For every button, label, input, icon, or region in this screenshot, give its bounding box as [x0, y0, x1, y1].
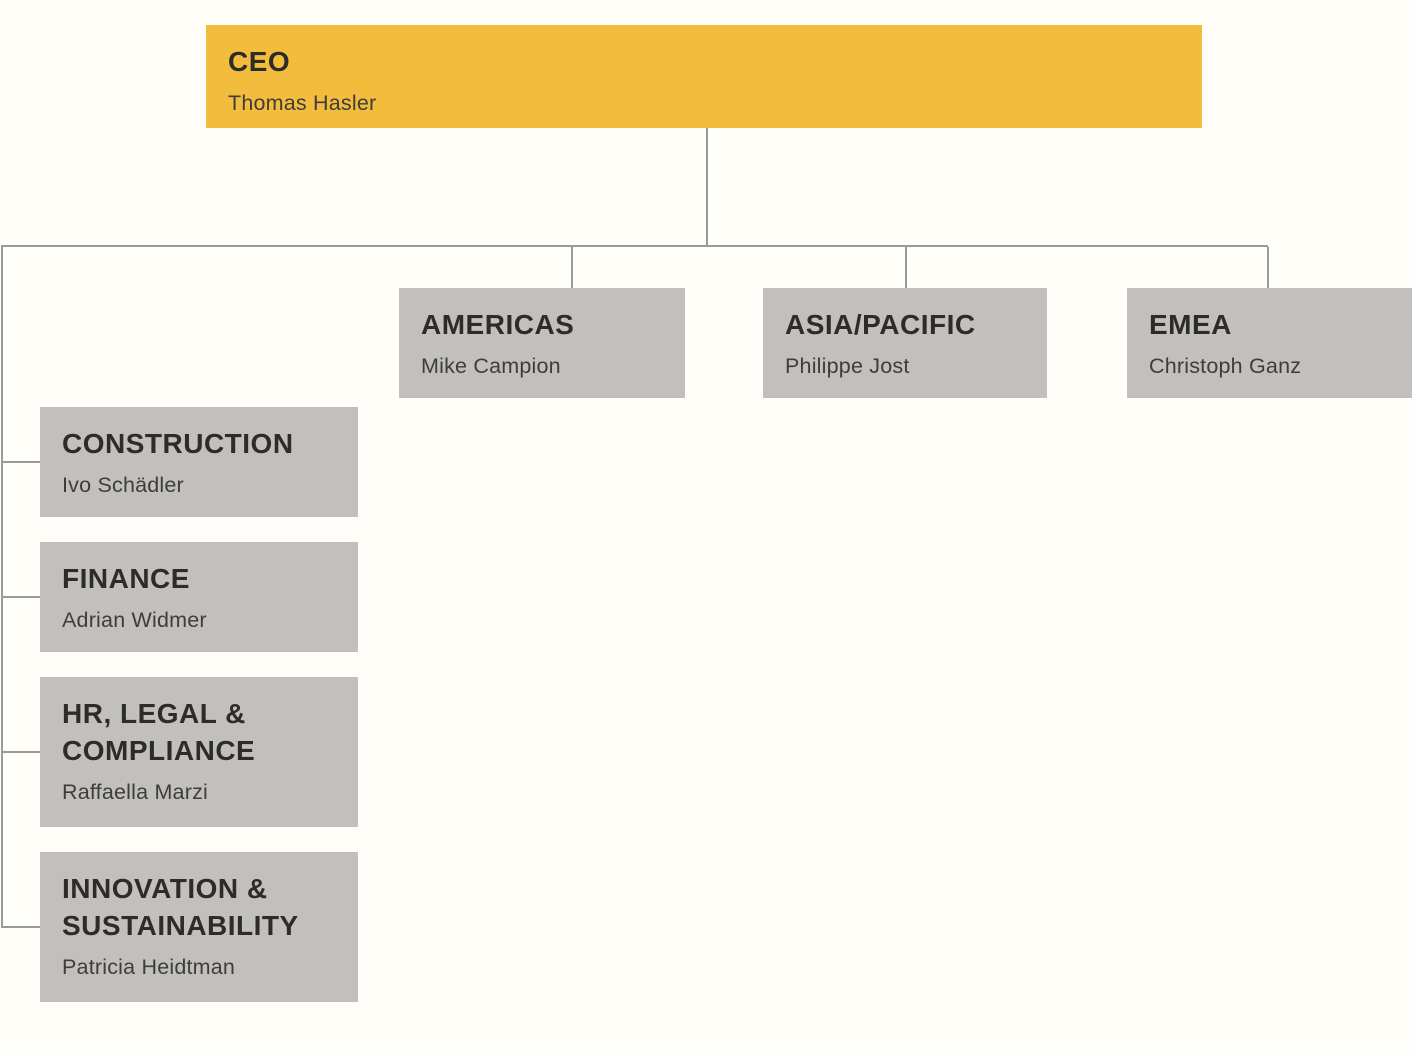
org-node-hr-legal-compliance: HR, LEGAL & COMPLIANCE Raffaella Marzi: [40, 677, 358, 827]
org-node-person: Thomas Hasler: [228, 90, 377, 115]
org-node-title: INNOVATION & SUSTAINABILITY: [62, 873, 299, 941]
connector-emea-drop: [1267, 247, 1269, 288]
org-node-emea: EMEA Christoph Ganz: [1127, 288, 1412, 398]
org-node-person: Mike Campion: [421, 353, 561, 378]
org-node-person: Adrian Widmer: [62, 607, 207, 632]
connector-left-vertical: [1, 247, 3, 928]
org-node-title: ASIA/PACIFIC: [785, 309, 976, 340]
org-node-person: Ivo Schädler: [62, 472, 184, 497]
connector-construction-stub: [2, 461, 40, 463]
connector-main-horizontal: [1, 245, 1268, 247]
connector-ceo-drop: [706, 128, 708, 246]
org-node-title: CEO: [228, 46, 291, 77]
org-node-ceo: CEO Thomas Hasler: [206, 25, 1202, 128]
org-node-person: Christoph Ganz: [1149, 353, 1302, 378]
org-node-asia-pacific: ASIA/PACIFIC Philippe Jost: [763, 288, 1047, 398]
org-node-title: CONSTRUCTION: [62, 428, 294, 459]
connector-asia-pacific-drop: [905, 247, 907, 288]
org-node-finance: FINANCE Adrian Widmer: [40, 542, 358, 652]
org-node-construction: CONSTRUCTION Ivo Schädler: [40, 407, 358, 517]
org-node-title: FINANCE: [62, 563, 190, 594]
org-node-person: Patricia Heidtman: [62, 954, 236, 979]
connector-americas-drop: [571, 247, 573, 288]
connector-hr-legal-stub: [2, 751, 40, 753]
org-node-title: EMEA: [1149, 309, 1232, 340]
org-node-americas: AMERICAS Mike Campion: [399, 288, 685, 398]
connector-finance-stub: [2, 596, 40, 598]
org-node-person: Raffaella Marzi: [62, 779, 208, 804]
org-node-title: AMERICAS: [421, 309, 575, 340]
connector-innovation-stub: [2, 926, 40, 928]
org-node-person: Philippe Jost: [785, 353, 910, 378]
org-node-title: HR, LEGAL & COMPLIANCE: [62, 698, 256, 766]
org-node-innovation-sustainability: INNOVATION & SUSTAINABILITY Patricia Hei…: [40, 852, 358, 1002]
